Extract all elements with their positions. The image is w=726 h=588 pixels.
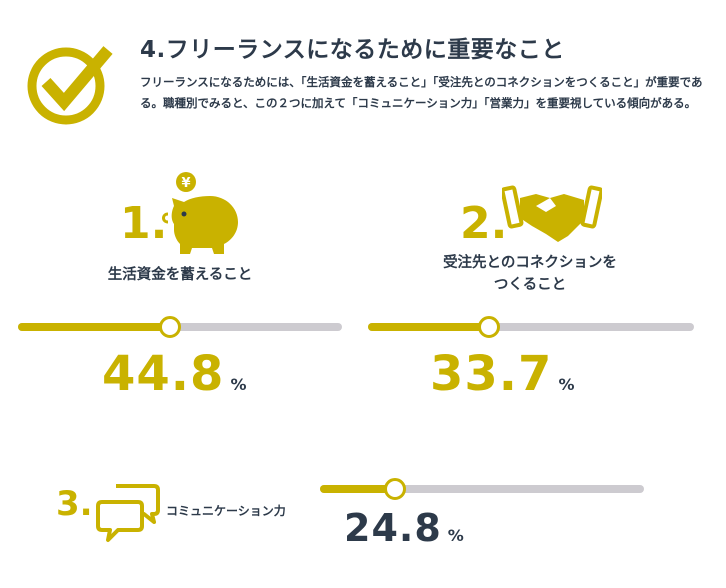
item-label-2-line2: つくること bbox=[493, 277, 567, 293]
chat-bubbles-icon bbox=[96, 484, 160, 542]
value-3: 24.8 bbox=[344, 506, 442, 550]
item-label-3: コミュニケーション力 bbox=[166, 504, 286, 518]
unit-3: % bbox=[447, 526, 464, 545]
percentage-2: 33.7% bbox=[430, 346, 574, 402]
section-number: 4. bbox=[140, 37, 166, 63]
value-1: 44.8 bbox=[102, 346, 225, 402]
progress-knob-3 bbox=[383, 478, 406, 500]
item-label-1: 生活資金を蓄えること bbox=[107, 267, 253, 283]
value-2: 33.7 bbox=[430, 346, 553, 402]
handshake-icon bbox=[502, 185, 602, 242]
progress-bar-3 bbox=[320, 478, 644, 500]
progress-knob-1 bbox=[159, 316, 182, 338]
percentage-1: 44.8% bbox=[102, 346, 246, 402]
progress-fill-2 bbox=[368, 323, 489, 331]
page-title: 4.フリーランスになるために重要なこと bbox=[140, 30, 565, 64]
rank-1: 1. bbox=[120, 198, 168, 249]
section-description: フリーランスになるためには、「生活資金を蓄えること」「受注先とのコネクションをつ… bbox=[140, 75, 703, 110]
progress-knob-2 bbox=[477, 316, 500, 338]
rank-3: 3. bbox=[56, 484, 93, 524]
rank-2: 2. bbox=[460, 198, 508, 249]
yen-badge: ¥ bbox=[181, 176, 190, 191]
unit-2: % bbox=[558, 375, 575, 394]
progress-fill-3 bbox=[320, 485, 395, 493]
section-title: フリーランスになるために重要なこと bbox=[165, 37, 565, 63]
piggy-bank-icon: ¥ bbox=[162, 172, 238, 254]
progress-bar-1 bbox=[18, 316, 342, 338]
unit-1: % bbox=[230, 375, 247, 394]
item-label-2: 受注先とのコネクションを つくること bbox=[410, 252, 650, 296]
check-circle-icon bbox=[27, 46, 113, 125]
item-label-2-line1: 受注先とのコネクションを bbox=[443, 255, 617, 271]
percentage-3: 24.8% bbox=[344, 506, 464, 550]
progress-bar-2 bbox=[368, 316, 694, 338]
progress-fill-1 bbox=[18, 323, 171, 331]
